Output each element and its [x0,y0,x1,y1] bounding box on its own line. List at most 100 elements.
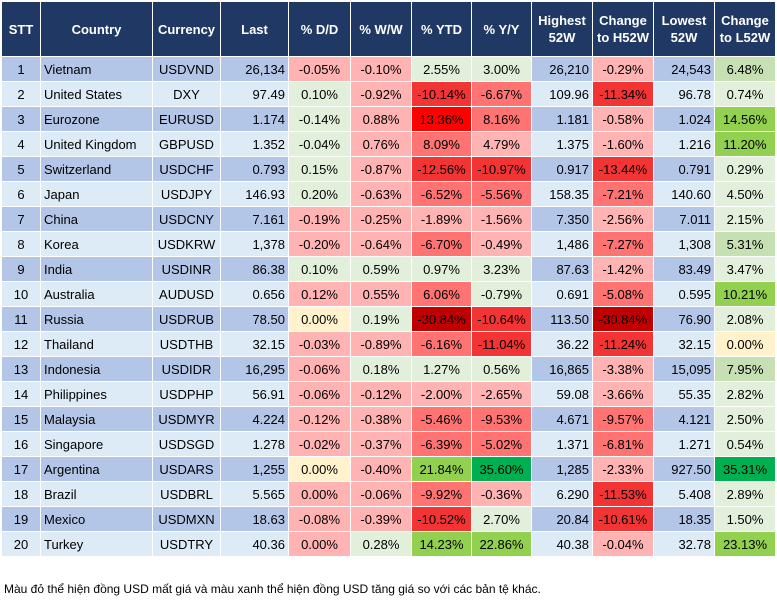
cell-yy: -0.79% [471,281,532,307]
cell-dd: -0.04% [288,131,351,157]
header-country: Country [40,1,153,57]
cell-currency: EURUSD [152,106,221,132]
table-row: 13 Indonesia USDIDR 16,295 -0.06% 0.18% 1.27% 0… [1,356,776,382]
cell-chl: 1.50% [714,506,776,532]
cell-stt: 17 [1,456,41,482]
cell-last: 40.36 [220,531,289,557]
cell-dd: 0.20% [288,181,351,207]
cell-stt: 9 [1,256,41,282]
cell-ytd: 21.84% [411,456,472,482]
cell-yy: -5.02% [471,431,532,457]
cell-dd: 0.10% [288,81,351,107]
cell-ww: -0.39% [350,506,412,532]
cell-low: 32.15 [653,331,715,357]
cell-ytd: 0.97% [411,256,472,282]
cell-high: 109.96 [531,81,593,107]
header-row: STT Country Currency Last% D/D% W/W% YTD% Y… [1,1,776,57]
cell-chl: 10.21% [714,281,776,307]
cell-high: 1,285 [531,456,593,482]
cell-currency: USDKRW [152,231,221,257]
cell-ww: -0.37% [350,431,412,457]
cell-ytd: -2.00% [411,381,472,407]
cell-low: 1.024 [653,106,715,132]
cell-high: 1.181 [531,106,593,132]
cell-low: 5.408 [653,481,715,507]
cell-currency: AUDUSD [152,281,221,307]
table-row: 18 Brazil USDBRL 5.565 0.00% -0.06% -9.92% -0.3… [1,481,776,507]
table-row: 19 Mexico USDMXN 18.63 -0.08% -0.39% -10.52% 2.… [1,506,776,532]
table-row: 9 India USDINR 86.38 0.10% 0.59% 0.97% 3.23% 87.… [1,256,776,282]
cell-chl: 0.54% [714,431,776,457]
cell-yy: 0.56% [471,356,532,382]
cell-last: 1.278 [220,431,289,457]
cell-chh: -0.58% [592,106,654,132]
cell-stt: 7 [1,206,41,232]
cell-chl: 35.31% [714,456,776,482]
cell-currency: USDARS [152,456,221,482]
cell-high: 87.63 [531,256,593,282]
cell-dd: -0.19% [288,206,351,232]
cell-ww: -0.25% [350,206,412,232]
cell-dd: 0.00% [288,481,351,507]
cell-chl: 2.89% [714,481,776,507]
cell-ww: -0.63% [350,181,412,207]
cell-stt: 8 [1,231,41,257]
cell-last: 1.352 [220,131,289,157]
cell-ytd: 13.36% [411,106,472,132]
cell-chl: 7.95% [714,356,776,382]
cell-chh: -6.81% [592,431,654,457]
cell-country: Philippines [40,381,153,407]
header-ww: % W/W [350,1,412,57]
cell-ww: 0.55% [350,281,412,307]
cell-last: 0.656 [220,281,289,307]
cell-currency: USDPHP [152,381,221,407]
cell-low: 32.78 [653,531,715,557]
cell-dd: 0.00% [288,306,351,332]
cell-chh: -11.24% [592,331,654,357]
cell-dd: 0.00% [288,531,351,557]
cell-chl: 2.08% [714,306,776,332]
cell-last: 1.174 [220,106,289,132]
cell-low: 55.35 [653,381,715,407]
cell-country: Indonesia [40,356,153,382]
cell-stt: 11 [1,306,41,332]
cell-yy: -10.97% [471,156,532,182]
cell-ww: -0.10% [350,56,412,82]
cell-ytd: 2.55% [411,56,472,82]
cell-yy: -1.56% [471,206,532,232]
cell-currency: USDMXN [152,506,221,532]
cell-high: 40.38 [531,531,593,557]
cell-stt: 1 [1,56,41,82]
cell-low: 7.011 [653,206,715,232]
cell-last: 7.161 [220,206,289,232]
cell-chl: 2.50% [714,406,776,432]
header-stt: STT [1,1,41,57]
header-ytd: % YTD [411,1,472,57]
cell-stt: 6 [1,181,41,207]
cell-chl: 3.47% [714,256,776,282]
cell-low: 1,308 [653,231,715,257]
cell-low: 76.90 [653,306,715,332]
cell-chl: 0.29% [714,156,776,182]
cell-high: 7.350 [531,206,593,232]
cell-ytd: 8.09% [411,131,472,157]
cell-last: 16,295 [220,356,289,382]
header-high: Highest 52W [531,1,593,57]
cell-dd: -0.02% [288,431,351,457]
cell-chl: 6.48% [714,56,776,82]
cell-ytd: 14.23% [411,531,472,557]
cell-chh: -3.38% [592,356,654,382]
cell-ytd: -6.70% [411,231,472,257]
cell-stt: 10 [1,281,41,307]
cell-stt: 3 [1,106,41,132]
cell-stt: 18 [1,481,41,507]
header-last: Last [220,1,289,57]
cell-stt: 16 [1,431,41,457]
cell-ytd: -1.89% [411,206,472,232]
cell-ww: -0.06% [350,481,412,507]
table-row: 10 Australia AUDUSD 0.656 0.12% 0.55% 6.06% -0.… [1,281,776,307]
cell-yy: -9.53% [471,406,532,432]
cell-yy: -5.56% [471,181,532,207]
cell-chh: -0.29% [592,56,654,82]
cell-ytd: -9.92% [411,481,472,507]
